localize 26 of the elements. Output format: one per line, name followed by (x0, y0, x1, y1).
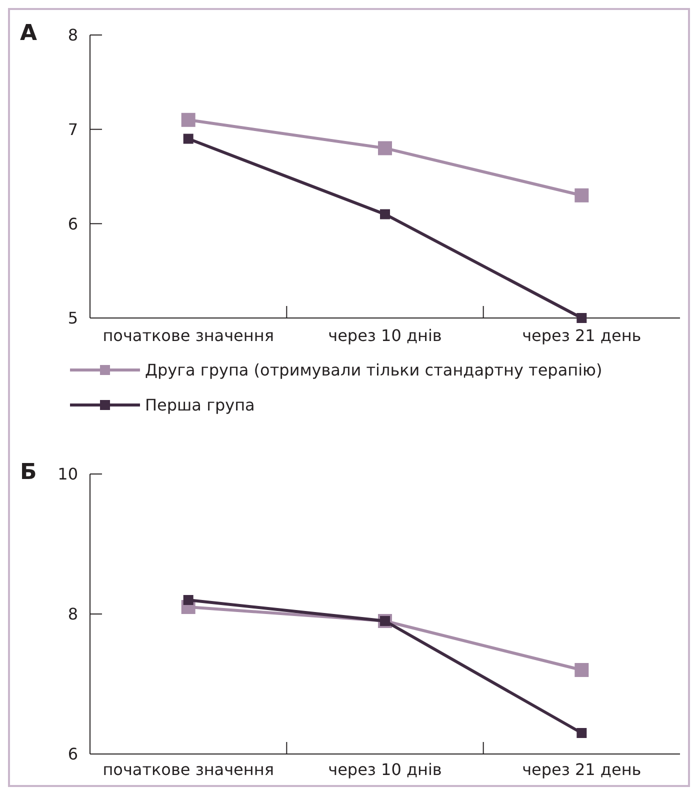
legend-label: Друга група (отримували тільки стандартну терапію) (145, 360, 602, 380)
point (380, 209, 390, 220)
x-tick-label: через 10 днів (328, 326, 442, 345)
y-tick-label: 8 (68, 604, 78, 624)
point (574, 188, 589, 202)
y-tick-label: 10 (58, 464, 78, 484)
x-tick-label: через 10 днів (328, 760, 442, 779)
point (576, 313, 587, 323)
legend-label: Перша група (145, 396, 255, 415)
x-tick-label: початкове значення (102, 760, 274, 779)
point (181, 112, 196, 127)
point (576, 728, 587, 738)
y-tick-label: 7 (68, 120, 78, 139)
x-tick-label: через 21 день (522, 760, 642, 779)
y-tick-label: 6 (68, 214, 78, 234)
y-tick-label: 6 (68, 744, 78, 764)
point (378, 141, 392, 156)
point (183, 134, 194, 144)
point (183, 595, 194, 605)
point (574, 663, 589, 677)
x-tick-label: початкове значення (102, 326, 274, 345)
x-tick-label: через 21 день (522, 326, 642, 345)
chart-title: Б (20, 460, 37, 485)
y-tick-label: 8 (68, 26, 78, 45)
chart-title: А (20, 21, 38, 46)
y-tick-label: 5 (68, 308, 78, 328)
